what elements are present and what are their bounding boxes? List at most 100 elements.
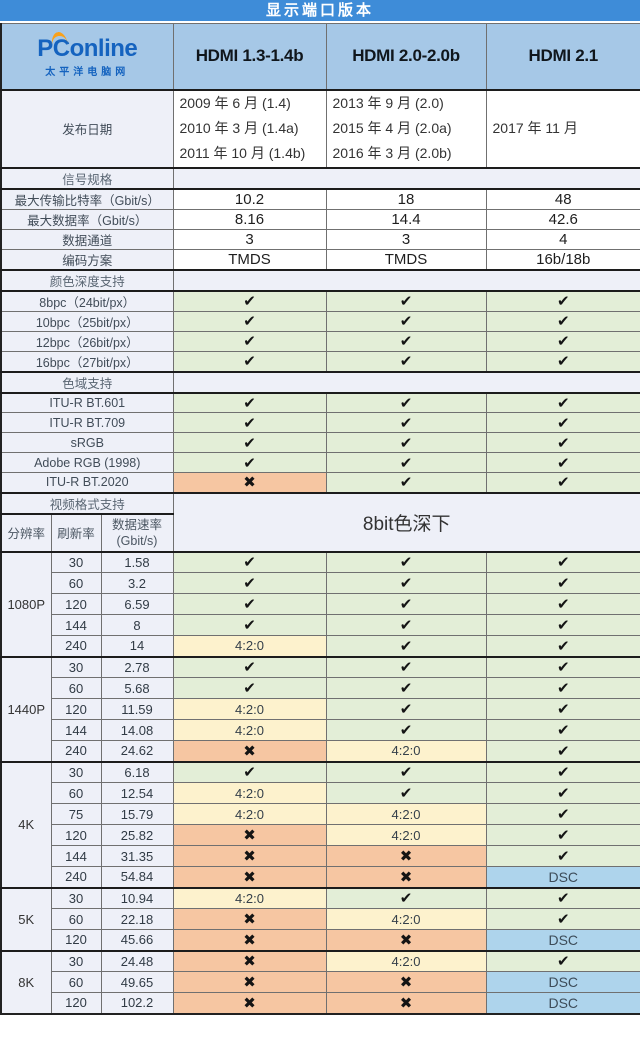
row-label: 8bpc（24bit/px） [0,290,174,312]
chroma-420-label: 4:2:0 [391,743,421,759]
row-label: 数据通道 [0,228,174,250]
check-icon: ✔ [243,434,256,452]
support-cell-check: ✔ [485,760,640,783]
spec-row: Adobe RGB (1998) ✔ ✔ ✔ [0,452,640,473]
spec-row: ITU-R BT.601 ✔ ✔ ✔ [0,392,640,413]
check-icon: ✔ [243,554,256,572]
refresh-rate-cell: 120 [50,698,102,720]
spec-row: ITU-R BT.709 ✔ ✔ ✔ [0,412,640,433]
video-section-header-row: 视频格式支持 8bit色深下 [0,491,640,553]
chroma-420-label: 4:2:0 [391,911,421,927]
data-rate-cell: 1.58 [100,550,174,573]
support-cell-check: ✔ [325,550,487,573]
support-cell-check: ✔ [172,290,327,312]
support-cell-check: ✔ [325,310,487,332]
row-label: 16bpc（27bit/px） [0,350,174,372]
support-cell-check: ✔ [485,677,640,699]
pconline-logo: PConline [37,35,138,63]
video-row: 8K 30 24.48 ✖ 4:2:0 ✔ [0,949,640,1014]
check-icon: ✔ [399,394,413,412]
support-cell-420: 4:2:0 [325,908,487,930]
video-row: 120 45.66 ✖ ✖ DSC [1,929,640,951]
data-rate-cell: 102.2 [100,992,174,1014]
support-cell-check: ✔ [485,432,640,453]
check-icon: ✔ [399,680,413,697]
chroma-420-label: 4:2:0 [235,785,264,801]
comparison-table: PConline 太平洋电脑网 HDMI 1.3-1.4b HDMI 2.0-2… [0,23,640,1015]
data-rate-cell: 45.66 [100,929,174,951]
support-cell-check: ✔ [325,330,487,352]
data-rate-cell: 15.79 [100,803,174,825]
check-icon: ✔ [556,827,570,844]
support-cell-check: ✔ [172,677,327,699]
value-cell: 48 [485,188,640,210]
value-cell: 4 [485,228,640,250]
chroma-420-label: 4:2:0 [235,806,264,822]
check-icon: ✔ [556,293,570,310]
data-rate-cell: 14 [100,635,174,657]
check-icon: ✔ [556,554,570,572]
check-icon: ✔ [243,680,256,697]
support-cell-x: ✖ [172,740,327,762]
refresh-rate-cell: 30 [50,760,102,783]
support-cell-x: ✖ [325,845,487,867]
section-header-label: 颜色深度支持 [0,268,174,292]
row-label: ITU-R BT.601 [0,392,174,413]
support-cell-check: ✔ [485,593,640,615]
check-icon: ✔ [556,722,570,739]
video-row: 4K 30 6.18 ✔ ✔ ✔ [0,760,640,888]
data-rate-cell: 8 [100,614,174,636]
row-label: 最大数据率（Gbit/s） [0,208,174,230]
data-rate-cell: 6.59 [100,593,174,615]
refresh-rate-cell: 30 [50,655,102,678]
logo-letter-c: C [52,35,70,63]
video-subheader-row: 分辨率 刷新率 数据速率 (Gbit/s) [0,513,640,553]
support-cell-check: ✔ [325,412,487,433]
check-icon: ✔ [399,293,413,310]
cross-icon: ✖ [243,994,256,1012]
support-cell-check: ✔ [325,886,487,909]
refresh-rate-cell: 240 [50,740,102,762]
cross-icon: ✖ [243,911,256,928]
data-rate-cell: 2.78 [100,655,174,678]
support-cell-check: ✔ [325,432,487,453]
support-cell-x: ✖ [325,929,487,951]
support-cell-check: ✔ [485,392,640,413]
cross-icon: ✖ [243,742,256,760]
section-header-row: 色域支持 [0,370,640,394]
refresh-rate-cell: 60 [50,677,102,699]
cross-icon: ✖ [399,868,413,886]
check-icon: ✔ [556,414,570,432]
check-icon: ✔ [243,575,256,592]
support-cell-check: ✔ [325,614,487,636]
section-header-label: 色域支持 [0,370,174,394]
video-row: 60 5.68 ✔ ✔ ✔ [1,677,640,699]
release-row: 发布日期 2009 年 6 月 (1.4) 2010 年 3 月 (1.4a) 201… [0,89,640,169]
video-row: 60 22.18 ✖ 4:2:0 ✔ [1,908,640,930]
data-rate-cell: 24.62 [100,740,174,762]
spec-row: 编码方案 TMDS TMDS 16b/18b [0,248,640,270]
check-icon: ✔ [556,454,570,472]
chroma-420-label: 4:2:0 [235,890,264,906]
support-cell-check: ✔ [172,593,327,615]
support-cell-dsc: DSC [485,971,640,993]
data-rate-cell: 54.84 [100,866,174,888]
check-icon: ✔ [243,414,256,432]
check-icon: ✔ [556,313,570,330]
section-header-spacer [172,268,640,292]
subcol-data-rate: 数据速率 (Gbit/s) [100,513,174,553]
support-cell-check: ✔ [172,572,327,594]
support-cell-420: 4:2:0 [172,635,327,657]
spec-row: 16bpc（27bit/px） ✔ ✔ ✔ [0,350,640,372]
support-cell-x: ✖ [325,992,487,1014]
support-cell-check: ✔ [325,698,487,720]
release-date-cell: 2017 年 11 月 [485,89,640,169]
support-cell-check: ✔ [485,330,640,352]
support-cell-check: ✔ [325,760,487,783]
check-icon: ✔ [556,785,570,802]
check-icon: ✔ [556,848,570,865]
check-icon: ✔ [243,617,256,634]
support-cell-x: ✖ [172,845,327,867]
support-cell-420: 4:2:0 [172,782,327,804]
chroma-420-label: 4:2:0 [235,638,264,654]
